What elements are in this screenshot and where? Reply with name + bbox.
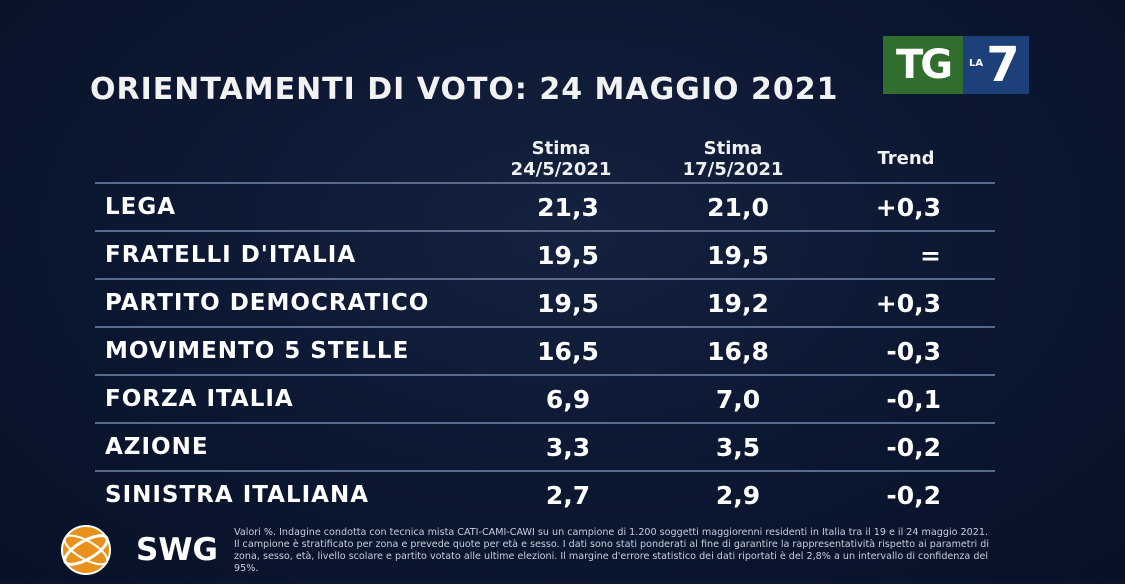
table-row: FORZA ITALIA 6,9 7,0 -0,1	[95, 374, 995, 422]
methodology-note: Valori %. Indagine condotta con tecnica …	[234, 527, 989, 574]
table-row: FRATELLI D'ITALIA 19,5 19,5 =	[95, 230, 995, 278]
value-current: 21,3	[537, 192, 599, 222]
party-name: AZIONE	[105, 434, 209, 460]
logo-seven-text: 7	[986, 37, 1020, 93]
logo-la-text: LA	[969, 58, 984, 69]
party-name: FORZA ITALIA	[105, 386, 294, 412]
value-previous: 16,8	[707, 336, 769, 366]
trend-value: -0,1	[886, 384, 941, 414]
value-previous: 19,5	[707, 240, 769, 270]
party-name: FRATELLI D'ITALIA	[105, 242, 357, 268]
value-previous: 7,0	[715, 384, 761, 414]
trend-value: -0,2	[886, 480, 941, 510]
column-header-date: 24/5/2021	[510, 159, 612, 180]
party-name: MOVIMENTO 5 STELLE	[105, 338, 410, 364]
value-previous: 3,5	[715, 432, 761, 462]
value-current: 2,7	[545, 480, 591, 510]
party-name: SINISTRA ITALIANA	[105, 482, 370, 508]
table-row: SINISTRA ITALIANA 2,7 2,9 -0,2	[95, 470, 995, 518]
trend-value: -0,2	[886, 432, 941, 462]
column-header-date: 17/5/2021	[682, 159, 784, 180]
column-header-trend: Trend	[877, 148, 935, 169]
party-name: PARTITO DEMOCRATICO	[105, 290, 430, 316]
trend-value: +0,3	[875, 192, 941, 222]
column-header-stima-previous: Stima 17/5/2021	[670, 138, 796, 180]
value-previous: 19,2	[707, 288, 769, 318]
poll-table: LEGA 21,3 21,0 +0,3 FRATELLI D'ITALIA 19…	[95, 182, 995, 518]
swg-globe-icon	[56, 520, 116, 580]
value-previous: 21,0	[707, 192, 769, 222]
party-name: LEGA	[105, 194, 177, 220]
trend-value: +0,3	[875, 288, 941, 318]
value-current: 19,5	[537, 288, 599, 318]
source-logo-text: SWG	[136, 532, 218, 568]
logo-tg-part: TG	[883, 36, 963, 94]
column-header-label: Stima	[703, 138, 763, 159]
column-header-label: Stima	[531, 138, 591, 159]
column-header-stima-current: Stima 24/5/2021	[498, 138, 624, 180]
logo-la7-part: LA 7	[963, 36, 1029, 94]
value-previous: 2,9	[715, 480, 761, 510]
tg-la7-logo: TG LA 7	[883, 36, 1029, 94]
table-row: MOVIMENTO 5 STELLE 16,5 16,8 -0,3	[95, 326, 995, 374]
value-current: 3,3	[545, 432, 591, 462]
value-current: 19,5	[537, 240, 599, 270]
value-current: 16,5	[537, 336, 599, 366]
page-title: ORIENTAMENTI DI VOTO: 24 MAGGIO 2021	[90, 72, 839, 107]
table-row: AZIONE 3,3 3,5 -0,2	[95, 422, 995, 470]
trend-value: -0,3	[886, 336, 941, 366]
table-row: LEGA 21,3 21,0 +0,3	[95, 182, 995, 230]
trend-value: =	[920, 240, 941, 270]
value-current: 6,9	[545, 384, 591, 414]
table-row: PARTITO DEMOCRATICO 19,5 19,2 +0,3	[95, 278, 995, 326]
